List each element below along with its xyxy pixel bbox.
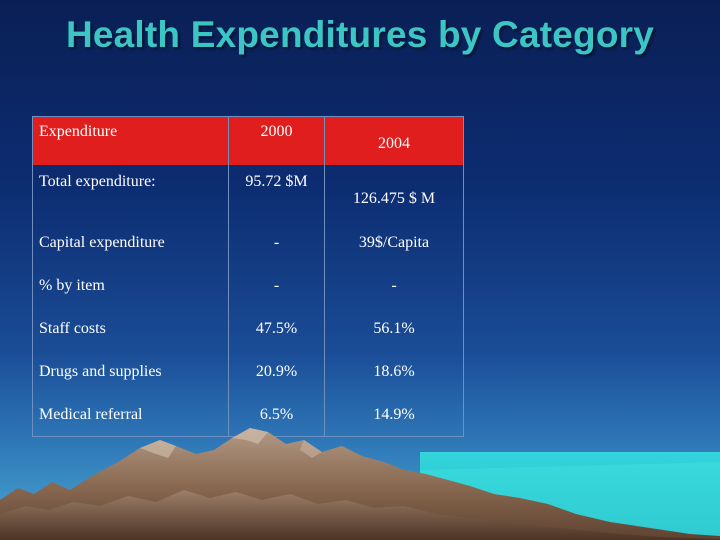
table-row: Drugs and supplies 20.9% 18.6% [32,350,464,393]
row-label: Staff costs [32,307,229,350]
header-expenditure: Expenditure [32,116,229,165]
table-row: Medical referral 6.5% 14.9% [32,393,464,437]
mountain-range [0,428,720,540]
cell-2000: 95.72 $M [228,165,325,221]
cell-2004: 18.6% [324,350,464,393]
table-row: Staff costs 47.5% 56.1% [32,307,464,350]
table-row: % by item - - [32,264,464,307]
slide-title: Health Expenditures by Category [65,14,655,55]
cell-2000: 6.5% [228,393,325,437]
header-2000: 2000 [228,116,325,165]
row-label: Total expenditure: [32,165,229,221]
cell-2004: 39$/Capita [324,221,464,264]
expenditure-table: Expenditure 2000 2004 Total expenditure:… [32,116,464,437]
cell-2000: - [228,221,325,264]
cell-2004: - [324,264,464,307]
cell-2000: 20.9% [228,350,325,393]
cell-2004: 56.1% [324,307,464,350]
header-2004: 2004 [324,116,464,165]
row-label: Capital expenditure [32,221,229,264]
cell-2004: 126.475 $ M [324,165,464,221]
cell-2004: 14.9% [324,393,464,437]
cell-2000: - [228,264,325,307]
row-label: % by item [32,264,229,307]
table-row: Total expenditure: 95.72 $M 126.475 $ M [32,165,464,221]
table-header-row: Expenditure 2000 2004 [32,116,464,165]
mountain-landscape [0,428,720,540]
row-label: Drugs and supplies [32,350,229,393]
cell-2000: 47.5% [228,307,325,350]
row-label: Medical referral [32,393,229,437]
table-row: Capital expenditure - 39$/Capita [32,221,464,264]
